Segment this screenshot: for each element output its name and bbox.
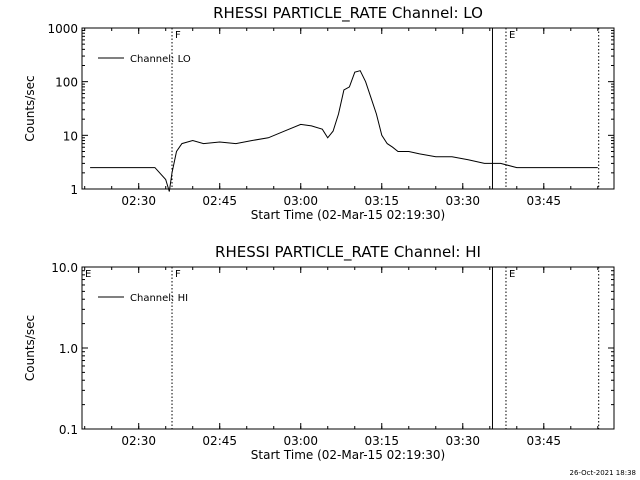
legend-label: Channel: HI (130, 293, 188, 304)
y-tick-label: 10.0 (51, 261, 78, 275)
x-tick-label: 03:30 (445, 434, 480, 448)
x-tick-label: 03:45 (526, 434, 561, 448)
x-tick-label: 03:15 (364, 194, 399, 208)
marker-flag-E: E (509, 30, 515, 41)
x-tick-label: 03:00 (283, 434, 318, 448)
marker-flag-E: E (85, 269, 91, 280)
y-tick-label: 1000 (47, 22, 78, 36)
marker-flag-E: E (509, 269, 515, 280)
x-axis-label: Start Time (02-Mar-15 02:19:30) (251, 208, 445, 222)
y-axis-label: Counts/sec (23, 315, 37, 381)
y-tick-label: 0.1 (59, 423, 78, 437)
x-tick-label: 02:45 (202, 434, 237, 448)
y-tick-label: 1.0 (59, 342, 78, 356)
y-tick-label: 100 (55, 76, 78, 90)
panel-hi: RHESSI PARTICLE_RATE Channel: HI 02:30 02:… (23, 243, 615, 462)
x-tick-label: 03:00 (283, 194, 318, 208)
plot-frame (81, 266, 615, 430)
x-tick-label: 03:30 (445, 194, 480, 208)
plot-frame (81, 27, 615, 190)
y-axis-label: Counts/sec (23, 75, 37, 141)
x-tick-label: 02:30 (121, 434, 156, 448)
chart-title: RHESSI PARTICLE_RATE Channel: LO (213, 4, 483, 23)
x-tick-label: 03:15 (364, 434, 399, 448)
series-line-Channel: LO (90, 70, 598, 192)
y-tick-label: 10 (63, 129, 78, 143)
y-tick-label: 1 (70, 183, 78, 197)
x-tick-label: 03:45 (526, 194, 561, 208)
footer-timestamp: 26-Oct-2021 18:38 (570, 469, 636, 477)
marker-flag-F: F (175, 269, 181, 280)
chart-title: RHESSI PARTICLE_RATE Channel: HI (215, 243, 481, 262)
marker-flag-F: F (175, 30, 181, 41)
x-tick-label: 02:30 (121, 194, 156, 208)
legend-label: Channel: LO (130, 54, 191, 65)
panel-lo: RHESSI PARTICLE_RATE Channel: LO 02:30 02:… (23, 4, 615, 222)
x-tick-label: 02:45 (202, 194, 237, 208)
x-axis-label: Start Time (02-Mar-15 02:19:30) (251, 448, 445, 462)
